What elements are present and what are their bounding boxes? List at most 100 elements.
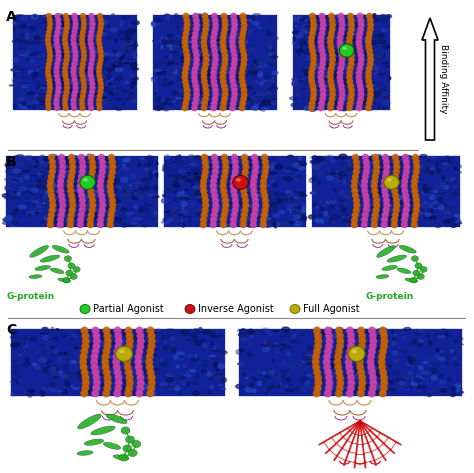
Ellipse shape bbox=[458, 344, 463, 345]
Ellipse shape bbox=[103, 442, 121, 449]
Ellipse shape bbox=[346, 86, 352, 91]
Ellipse shape bbox=[337, 13, 344, 19]
Ellipse shape bbox=[351, 19, 354, 22]
Ellipse shape bbox=[317, 76, 320, 79]
Ellipse shape bbox=[212, 159, 219, 166]
Ellipse shape bbox=[12, 41, 15, 42]
Ellipse shape bbox=[384, 371, 392, 374]
Ellipse shape bbox=[92, 42, 100, 46]
Ellipse shape bbox=[12, 342, 20, 346]
Ellipse shape bbox=[219, 184, 224, 189]
Ellipse shape bbox=[318, 105, 324, 111]
Ellipse shape bbox=[97, 45, 103, 51]
Ellipse shape bbox=[78, 376, 82, 380]
Ellipse shape bbox=[182, 195, 188, 197]
Ellipse shape bbox=[58, 154, 65, 161]
Ellipse shape bbox=[386, 15, 392, 18]
Ellipse shape bbox=[403, 168, 410, 175]
Ellipse shape bbox=[307, 104, 314, 108]
Ellipse shape bbox=[205, 167, 208, 171]
Ellipse shape bbox=[89, 40, 93, 43]
Ellipse shape bbox=[137, 384, 144, 392]
Ellipse shape bbox=[324, 26, 326, 28]
Ellipse shape bbox=[417, 331, 422, 333]
Ellipse shape bbox=[73, 21, 79, 27]
Ellipse shape bbox=[337, 70, 343, 76]
Ellipse shape bbox=[122, 341, 128, 345]
Ellipse shape bbox=[301, 377, 307, 380]
Ellipse shape bbox=[376, 88, 380, 92]
Ellipse shape bbox=[381, 176, 383, 178]
Ellipse shape bbox=[332, 204, 338, 206]
Ellipse shape bbox=[36, 160, 38, 164]
Ellipse shape bbox=[266, 51, 269, 52]
Ellipse shape bbox=[314, 342, 322, 350]
Ellipse shape bbox=[42, 327, 47, 331]
Ellipse shape bbox=[70, 373, 77, 377]
Ellipse shape bbox=[114, 384, 122, 392]
Ellipse shape bbox=[182, 30, 189, 37]
Ellipse shape bbox=[112, 50, 117, 51]
Ellipse shape bbox=[155, 173, 158, 176]
Ellipse shape bbox=[409, 363, 416, 366]
Ellipse shape bbox=[323, 353, 331, 360]
Ellipse shape bbox=[379, 327, 387, 334]
Ellipse shape bbox=[243, 174, 246, 175]
Ellipse shape bbox=[310, 26, 317, 33]
Ellipse shape bbox=[369, 384, 377, 392]
Ellipse shape bbox=[14, 365, 18, 369]
Ellipse shape bbox=[54, 69, 59, 75]
Ellipse shape bbox=[154, 20, 161, 22]
Ellipse shape bbox=[55, 77, 61, 83]
Ellipse shape bbox=[177, 41, 181, 46]
Ellipse shape bbox=[185, 371, 192, 373]
Ellipse shape bbox=[60, 27, 66, 29]
Ellipse shape bbox=[327, 105, 330, 108]
Ellipse shape bbox=[331, 75, 337, 78]
Ellipse shape bbox=[173, 190, 177, 193]
Ellipse shape bbox=[79, 61, 84, 65]
Ellipse shape bbox=[194, 33, 200, 34]
Ellipse shape bbox=[270, 206, 277, 210]
Ellipse shape bbox=[375, 36, 382, 39]
Ellipse shape bbox=[45, 157, 51, 160]
Ellipse shape bbox=[12, 214, 15, 219]
Ellipse shape bbox=[80, 175, 95, 189]
Ellipse shape bbox=[429, 157, 435, 158]
Ellipse shape bbox=[55, 96, 61, 98]
Ellipse shape bbox=[47, 221, 54, 228]
Ellipse shape bbox=[34, 163, 39, 166]
Ellipse shape bbox=[357, 390, 365, 397]
Ellipse shape bbox=[125, 342, 127, 345]
Ellipse shape bbox=[453, 364, 460, 367]
Ellipse shape bbox=[221, 211, 228, 219]
Ellipse shape bbox=[96, 33, 102, 39]
Ellipse shape bbox=[212, 159, 220, 161]
Ellipse shape bbox=[384, 202, 389, 207]
Ellipse shape bbox=[215, 216, 221, 219]
Ellipse shape bbox=[348, 87, 355, 94]
Ellipse shape bbox=[282, 361, 286, 366]
Ellipse shape bbox=[262, 380, 264, 385]
Ellipse shape bbox=[428, 221, 433, 223]
Ellipse shape bbox=[427, 335, 430, 339]
Ellipse shape bbox=[171, 70, 176, 71]
Ellipse shape bbox=[136, 368, 144, 377]
Ellipse shape bbox=[210, 187, 217, 194]
Ellipse shape bbox=[297, 19, 304, 20]
Ellipse shape bbox=[393, 164, 400, 170]
Ellipse shape bbox=[232, 207, 239, 214]
Ellipse shape bbox=[335, 103, 343, 107]
Ellipse shape bbox=[371, 155, 374, 159]
Ellipse shape bbox=[83, 333, 89, 334]
Ellipse shape bbox=[292, 211, 298, 214]
Ellipse shape bbox=[363, 164, 370, 170]
Ellipse shape bbox=[69, 197, 76, 204]
Ellipse shape bbox=[188, 174, 193, 176]
Ellipse shape bbox=[385, 218, 391, 219]
Ellipse shape bbox=[365, 206, 368, 209]
Ellipse shape bbox=[339, 22, 346, 28]
Ellipse shape bbox=[328, 206, 332, 208]
Ellipse shape bbox=[295, 33, 303, 38]
Ellipse shape bbox=[271, 36, 278, 40]
